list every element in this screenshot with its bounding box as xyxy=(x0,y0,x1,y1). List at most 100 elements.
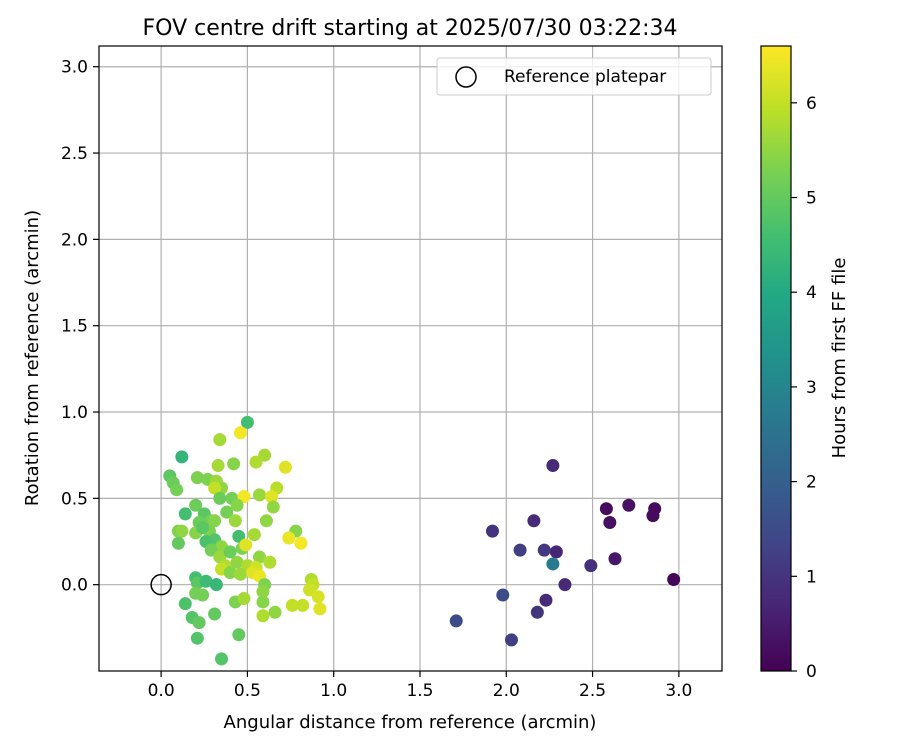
data-point xyxy=(190,631,204,645)
data-point xyxy=(237,490,251,504)
legend: Reference platepar xyxy=(436,57,712,96)
data-point xyxy=(266,500,280,514)
colorbar-tick-label: 6 xyxy=(806,94,817,114)
y-tick-label: 0.0 xyxy=(61,576,88,596)
data-point xyxy=(667,572,681,586)
data-point xyxy=(204,543,218,557)
data-point xyxy=(178,507,192,521)
data-point xyxy=(599,502,613,516)
colorbar-tick-label: 1 xyxy=(806,567,817,587)
reference-platepar-marker xyxy=(150,573,172,596)
data-point xyxy=(646,509,660,523)
legend-box xyxy=(436,57,712,96)
data-point xyxy=(622,498,636,512)
data-point xyxy=(496,588,510,602)
data-point xyxy=(278,460,292,474)
x-tick-label: 0.5 xyxy=(234,681,261,701)
data-point xyxy=(256,595,270,609)
data-point xyxy=(485,524,499,538)
colorbar-tick-label: 4 xyxy=(806,283,817,303)
colorbar-ticks: 0 1 2 3 4 5 6 xyxy=(791,94,817,682)
data-point xyxy=(208,481,222,495)
data-point xyxy=(175,450,189,464)
plot-frame xyxy=(98,45,723,672)
data-point xyxy=(234,567,248,581)
data-point xyxy=(247,528,261,542)
data-point xyxy=(192,616,206,630)
data-point xyxy=(220,505,234,519)
data-point xyxy=(240,415,254,429)
data-point xyxy=(223,566,237,580)
data-point xyxy=(530,605,544,619)
data-point xyxy=(232,628,246,642)
scatter-points xyxy=(163,415,681,666)
data-point xyxy=(249,455,263,469)
data-point xyxy=(171,536,185,550)
data-point xyxy=(170,483,184,497)
x-tick-label: 2.0 xyxy=(493,681,520,701)
x-tick-label: 2.5 xyxy=(579,681,606,701)
data-point xyxy=(239,538,253,552)
data-point xyxy=(558,578,572,592)
data-point xyxy=(196,588,210,602)
data-point xyxy=(190,471,204,485)
colorbar-label: Hours from first FF file xyxy=(829,258,850,459)
colorbar-tick-label: 2 xyxy=(806,473,817,493)
data-point xyxy=(303,583,317,597)
y-tick-label: 0.5 xyxy=(61,489,88,509)
data-point xyxy=(223,545,237,559)
x-axis-label: Angular distance from reference (arcmin) xyxy=(224,712,597,733)
colorbar-tick-label: 3 xyxy=(806,378,817,398)
y-tick-label: 1.5 xyxy=(61,317,88,337)
data-point xyxy=(208,514,222,528)
data-point xyxy=(230,498,244,512)
data-point xyxy=(213,491,227,505)
x-tick-label: 3.0 xyxy=(665,681,692,701)
legend-marker xyxy=(455,66,477,88)
data-point xyxy=(256,609,270,623)
colorbar-tick-label: 0 xyxy=(806,662,817,682)
data-point xyxy=(213,433,227,447)
data-point xyxy=(215,652,229,666)
data-point xyxy=(252,488,266,502)
data-point xyxy=(285,598,299,612)
y-axis-ticks: 0.0 0.5 1.0 1.5 2.0 2.5 3.0 xyxy=(61,58,99,596)
data-point xyxy=(189,498,203,512)
data-point xyxy=(549,545,563,559)
colorbar xyxy=(760,45,792,672)
data-point xyxy=(294,536,308,550)
data-point xyxy=(208,607,222,621)
data-point xyxy=(227,457,241,471)
x-axis-ticks: 0.0 0.5 1.0 1.5 2.0 2.5 3.0 xyxy=(148,671,692,701)
data-point xyxy=(513,543,527,557)
y-tick-label: 1.0 xyxy=(61,403,88,423)
data-point xyxy=(234,426,248,440)
data-point xyxy=(259,514,273,528)
x-tick-label: 1.0 xyxy=(320,681,347,701)
data-point xyxy=(537,543,551,557)
data-point xyxy=(263,555,277,569)
data-point xyxy=(311,590,325,604)
chart-title: FOV centre drift starting at 2025/07/30 … xyxy=(143,16,678,41)
data-point xyxy=(296,598,310,612)
colorbar-tick-label: 5 xyxy=(806,189,817,209)
data-point xyxy=(232,529,246,543)
data-point xyxy=(608,552,622,566)
data-point xyxy=(546,557,560,571)
data-point xyxy=(237,591,251,605)
data-point xyxy=(282,531,296,545)
y-tick-label: 2.0 xyxy=(61,230,88,250)
data-point xyxy=(252,550,266,564)
legend-label: Reference platepar xyxy=(504,67,666,87)
x-tick-label: 0.0 xyxy=(148,681,175,701)
data-point xyxy=(199,574,213,588)
data-point xyxy=(449,614,463,628)
x-tick-label: 1.5 xyxy=(406,681,433,701)
data-point xyxy=(546,459,560,473)
data-point xyxy=(256,585,270,599)
data-point xyxy=(196,521,210,535)
data-point xyxy=(211,459,225,473)
data-point xyxy=(527,514,541,528)
